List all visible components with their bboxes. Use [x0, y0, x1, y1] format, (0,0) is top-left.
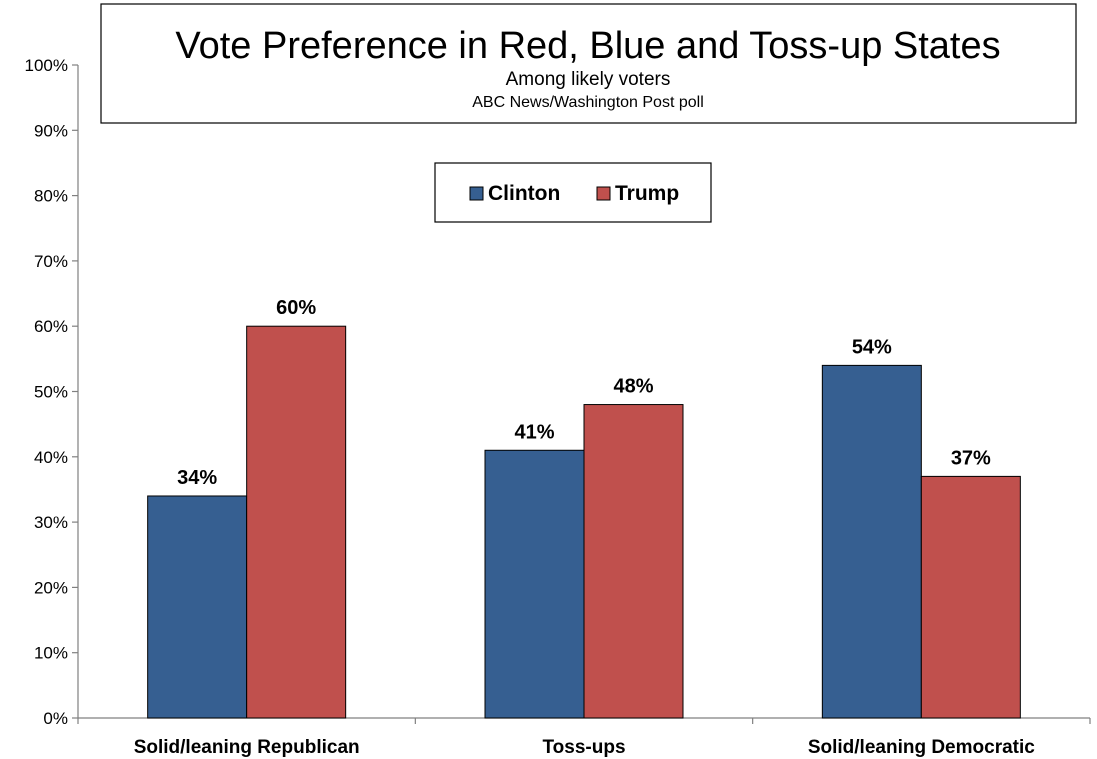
title-frame — [100, 3, 1077, 124]
bars-layer — [147, 325, 1021, 719]
axis-layer: 0% 10% 20% 30% 40% 50% 60% 70% 80% 90% 100% — [25, 56, 1091, 728]
legend-label-trump: Trump — [615, 182, 679, 205]
y-tick-label: 80% — [34, 187, 68, 206]
data-label-trump-solid-leaning-democratic: 37% — [951, 447, 991, 469]
data-label-clinton-solid-leaning-democratic: 54% — [852, 336, 892, 358]
y-tick-label: 20% — [34, 578, 68, 597]
chart-title: Vote Preference in Red, Blue and Toss-up… — [175, 25, 1000, 67]
chart-subtitle: Among likely voters — [506, 69, 671, 90]
y-tick-label: 10% — [34, 644, 68, 663]
y-tick-label: 0% — [43, 709, 68, 728]
bar-clinton-toss-ups — [484, 449, 585, 719]
bar-clinton-solid-leaning-democratic — [821, 364, 922, 719]
y-tick-label: 40% — [34, 448, 68, 467]
y-tick-label: 90% — [34, 121, 68, 140]
legend-swatch-trump — [596, 186, 611, 201]
legend-swatch-clinton — [469, 186, 484, 201]
data-label-trump-toss-ups: 48% — [613, 376, 653, 398]
data-label-trump-solid-leaning-republican: 60% — [276, 297, 316, 319]
y-tick-label: 70% — [34, 252, 68, 271]
title-box: Vote Preference in Red, Blue and Toss-up… — [100, 3, 1077, 124]
data-label-clinton-toss-ups: 41% — [514, 421, 554, 443]
x-category-label: Solid/leaning Republican — [134, 737, 360, 758]
legend: Clinton Trump — [434, 162, 712, 223]
bar-trump-solid-leaning-democratic — [920, 475, 1021, 719]
bar-trump-solid-leaning-republican — [246, 325, 347, 719]
y-tick-label: 50% — [34, 383, 68, 402]
chart-source: ABC News/Washington Post poll — [472, 94, 704, 111]
y-tick-label: 30% — [34, 513, 68, 532]
data-label-clinton-solid-leaning-republican: 34% — [177, 467, 217, 489]
y-tick-label: 100% — [25, 56, 68, 75]
bar-trump-toss-ups — [583, 404, 684, 719]
y-tick-label: 60% — [34, 317, 68, 336]
bar-clinton-solid-leaning-republican — [147, 495, 248, 719]
x-category-label: Toss-ups — [542, 737, 625, 758]
x-category-label: Solid/leaning Democratic — [808, 737, 1035, 758]
labels-layer: Solid/leaning Republican Toss-ups Solid/le… — [134, 297, 1036, 758]
legend-label-clinton: Clinton — [488, 182, 560, 205]
